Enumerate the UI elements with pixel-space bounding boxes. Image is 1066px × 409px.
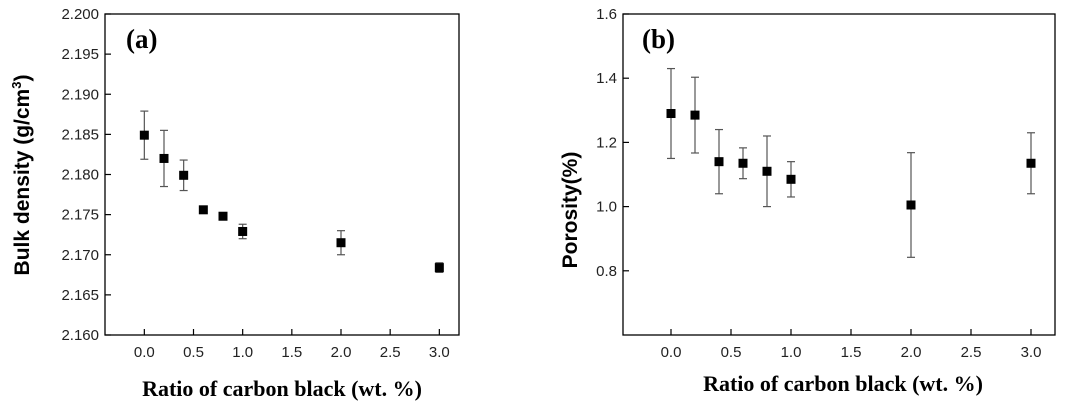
panel-b-label: (b) xyxy=(642,24,675,54)
panel-a-data-point xyxy=(238,223,248,240)
panel-b-x-tick-label: 2.5 xyxy=(961,344,982,361)
panel-b-marker xyxy=(714,157,724,167)
panel-a-y-tick-label: 2.180 xyxy=(61,167,99,184)
panel-a-y-axis-label-main: Bulk density (g/cm xyxy=(11,89,34,276)
panel-a-data-point xyxy=(159,129,169,188)
panel-a-y-tick-label: 2.170 xyxy=(61,247,99,264)
panel-a-y-axis-label-close: ) xyxy=(11,75,34,82)
panel-b-data-point xyxy=(738,147,748,180)
panel-b-data-point xyxy=(690,76,700,154)
panel-a-data-point xyxy=(198,205,208,215)
panel-a-x-tick-label: 3.0 xyxy=(429,344,450,361)
panel-a-marker xyxy=(336,238,346,248)
panel-b-x-tick-label: 1.5 xyxy=(841,344,862,361)
panel-a-y-axis-label: Bulk density (g/cm3) xyxy=(9,75,34,276)
panel-b-data-point xyxy=(666,67,676,160)
panel-a-x-tick-label: 2.5 xyxy=(380,344,401,361)
panel-a-x-tick-label: 1.5 xyxy=(281,344,302,361)
panel-a-marker xyxy=(159,153,169,163)
panel-a-x-tick-label: 1.0 xyxy=(232,344,253,361)
panel-b-data-point xyxy=(1026,132,1036,195)
panel-a-ticks: 0.0 0.5 1.0 1.5 2.0 2.5 3.0 2.160 2.165 2.170 2.17… xyxy=(61,6,449,361)
panel-b-y-tick-label: 1.4 xyxy=(596,70,617,87)
panel-b-marker xyxy=(690,110,700,120)
panel-a-marker xyxy=(434,263,444,273)
panel-b-y-tick-label: 1.0 xyxy=(596,199,617,216)
panel-b-marker xyxy=(762,166,772,176)
panel-a-data-point xyxy=(218,211,228,221)
panel-b-data-marks xyxy=(666,67,1036,258)
panel-b-x-tick-label: 0.0 xyxy=(661,344,682,361)
panel-a-y-tick-label: 2.200 xyxy=(61,6,99,23)
panel-b-ticks: 0.0 0.5 1.0 1.5 2.0 2.5 3.0 0.8 1.0 1.2 1.4 1.6 xyxy=(596,6,1041,361)
panel-a-data-point xyxy=(336,230,346,256)
panel-a-data-marks xyxy=(139,110,444,274)
panel-a-y-axis-label-sup: 3 xyxy=(9,82,24,89)
panel-b-marker xyxy=(666,109,676,119)
panel-b-y-tick-label: 0.8 xyxy=(596,263,617,280)
panel-a-label: (a) xyxy=(126,24,157,54)
panel-b-x-tick-label: 0.5 xyxy=(721,344,742,361)
panel-b-x-tick-label: 3.0 xyxy=(1021,344,1042,361)
panel-b-data-point xyxy=(714,128,724,195)
panel-a-data-point xyxy=(434,262,444,274)
panel-a-x-tick-label: 0.5 xyxy=(183,344,204,361)
panel-b-data-point xyxy=(762,135,772,208)
panel-b-plot-frame xyxy=(622,13,1056,336)
panel-a-marker xyxy=(218,211,228,221)
panel-b-x-tick-label: 2.0 xyxy=(901,344,922,361)
panel-b-data-point xyxy=(906,152,916,258)
panel-b-y-tick-label: 1.6 xyxy=(596,6,617,23)
panel-a-y-tick-label: 2.185 xyxy=(61,126,99,143)
panel-b-y-axis-label: Porosity(%) xyxy=(559,152,582,269)
panel-b-marker xyxy=(906,200,916,210)
panel-b-data-point xyxy=(786,161,796,198)
panel-b: (b) Ratio of carbon black (wt. %) Porosi… xyxy=(559,6,1056,396)
panel-a: (a) Ratio of carbon black (wt. %) Bulk d… xyxy=(9,6,460,401)
panel-a-y-tick-label: 2.165 xyxy=(61,287,99,304)
panel-b-marker xyxy=(738,158,748,168)
panel-a-marker xyxy=(139,130,149,140)
panel-a-y-tick-label: 2.175 xyxy=(61,207,99,224)
panel-b-x-axis-label: Ratio of carbon black (wt. %) xyxy=(703,371,983,396)
panel-a-plot-frame xyxy=(104,13,460,336)
panel-b-y-tick-label: 1.2 xyxy=(596,134,617,151)
panel-a-data-point xyxy=(179,159,189,192)
panel-b-x-tick-label: 1.0 xyxy=(781,344,802,361)
panel-a-x-axis-label: Ratio of carbon black (wt. %) xyxy=(142,376,422,401)
panel-a-marker xyxy=(238,226,248,236)
panel-a-x-tick-label: 2.0 xyxy=(331,344,352,361)
panel-a-data-point xyxy=(139,110,149,160)
panel-a-marker xyxy=(179,170,189,180)
panel-a-x-tick-label: 0.0 xyxy=(134,344,155,361)
panel-a-y-tick-label: 2.195 xyxy=(61,46,99,63)
panel-a-marker xyxy=(198,205,208,215)
panel-b-marker xyxy=(1026,158,1036,168)
panel-a-y-tick-label: 2.160 xyxy=(61,327,99,344)
panel-a-y-tick-label: 2.190 xyxy=(61,86,99,103)
panel-b-marker xyxy=(786,174,796,184)
